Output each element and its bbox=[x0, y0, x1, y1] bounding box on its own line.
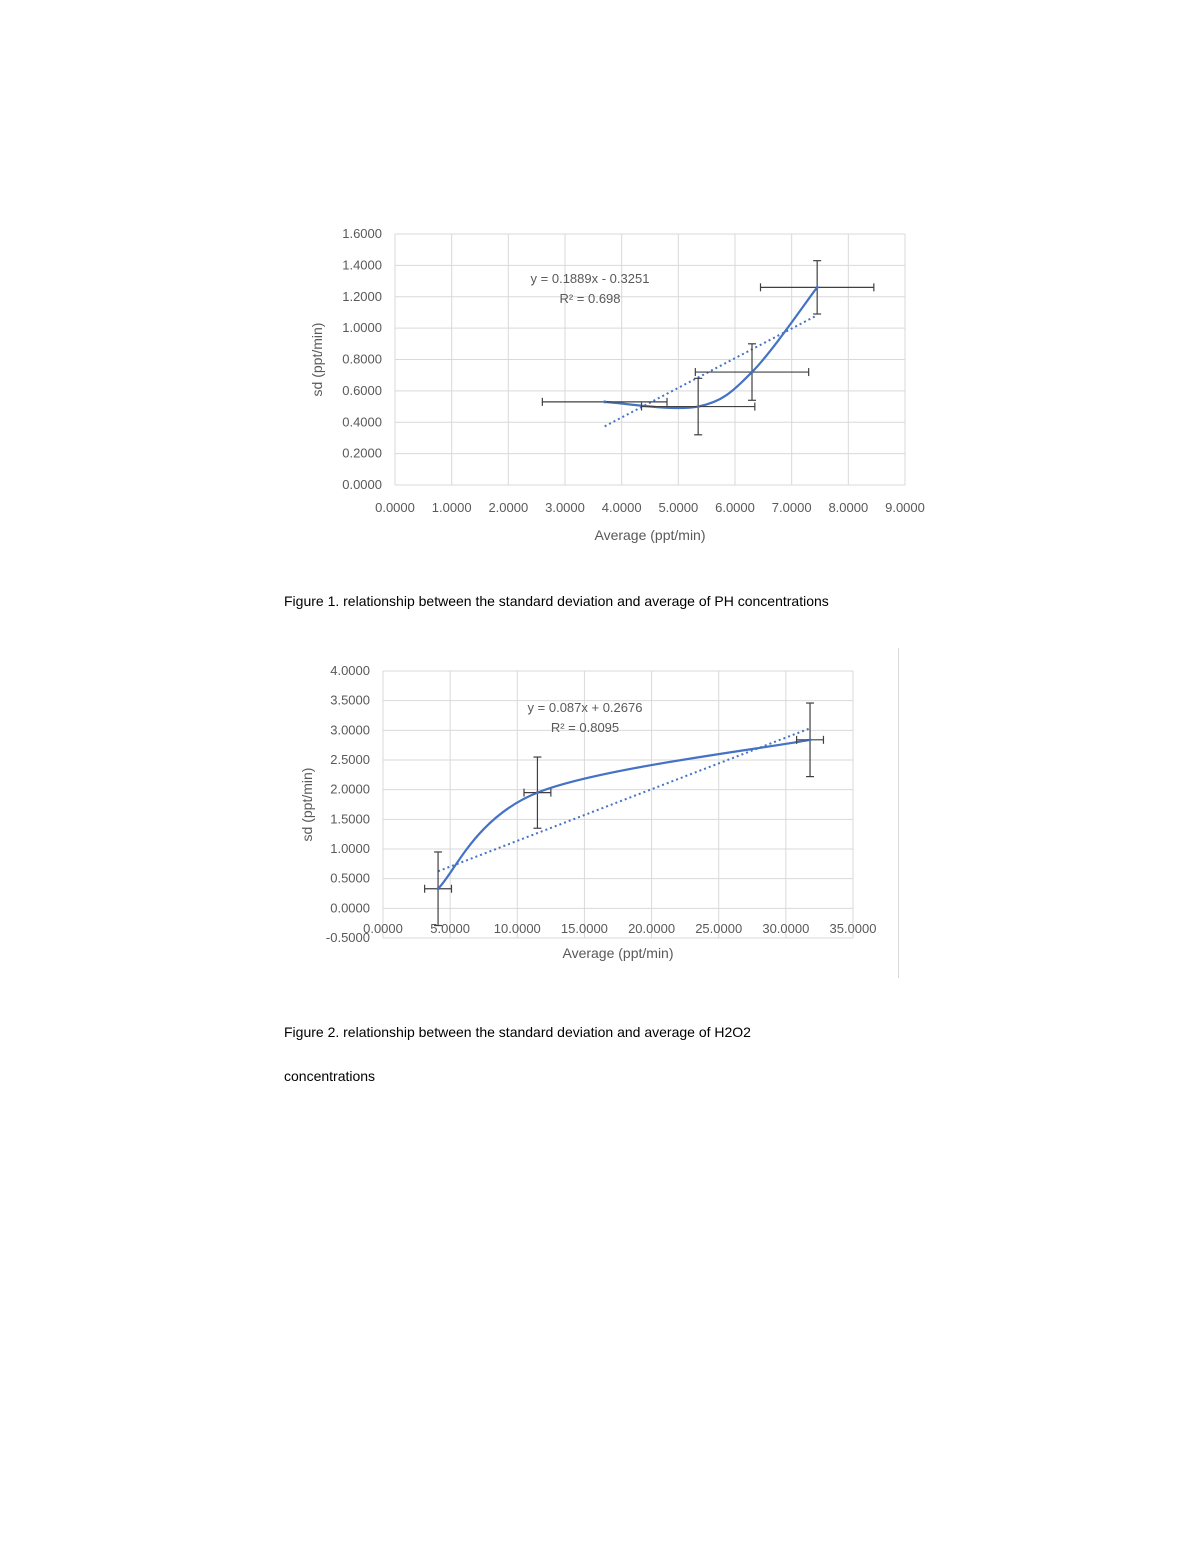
data-point bbox=[815, 285, 819, 289]
x-tick-label: 35.0000 bbox=[830, 921, 877, 936]
x-tick-label: 3.0000 bbox=[545, 500, 585, 515]
chart-ph-svg: 0.0000 0.2000 0.4000 0.6000 0.8000 1.0000 1.20… bbox=[309, 226, 925, 543]
y-tick-label: 3.0000 bbox=[330, 722, 370, 737]
y-tick-label: 0.5000 bbox=[330, 871, 370, 886]
y-tick-label: 2.0000 bbox=[330, 782, 370, 797]
trendline-equation: y = 0.087x + 0.2676 bbox=[528, 700, 643, 715]
x-tick-label: 15.0000 bbox=[561, 921, 608, 936]
x-tick-label: 0.0000 bbox=[375, 500, 415, 515]
y-tick-label: -0.5000 bbox=[326, 930, 370, 945]
data-point bbox=[750, 370, 754, 374]
y-tick-label: 1.5000 bbox=[330, 811, 370, 826]
trendline-equation: y = 0.1889x - 0.3251 bbox=[531, 271, 650, 286]
x-tick-label: 5.0000 bbox=[430, 921, 470, 936]
x-tick-label: 10.0000 bbox=[494, 921, 541, 936]
figure-2-caption-line-1: Figure 2. relationship between the stand… bbox=[284, 1024, 751, 1040]
x-tick-label: 8.0000 bbox=[828, 500, 868, 515]
y-tick-label: 0.0000 bbox=[330, 900, 370, 915]
x-tick-label: 25.0000 bbox=[695, 921, 742, 936]
series-line bbox=[437, 738, 811, 890]
chart-h2o2-svg: -0.50000.00000.50001.00001.50002.00002.5… bbox=[299, 663, 877, 961]
x-tick-label: 6.0000 bbox=[715, 500, 755, 515]
series-line bbox=[604, 286, 819, 410]
data-point bbox=[696, 405, 700, 409]
y-axis-title: sd (ppt/min) bbox=[299, 768, 315, 842]
y-tick-label: 0.8000 bbox=[342, 352, 382, 367]
y-tick-label: 2.5000 bbox=[330, 752, 370, 767]
y-tick-label: 0.6000 bbox=[342, 383, 382, 398]
x-tick-label: 9.0000 bbox=[885, 500, 925, 515]
y-tick-label: 1.2000 bbox=[342, 289, 382, 304]
y-tick-label: 3.5000 bbox=[330, 693, 370, 708]
data-point bbox=[603, 400, 607, 404]
y-tick-label: 1.0000 bbox=[342, 320, 382, 335]
data-point bbox=[436, 887, 440, 891]
data-point bbox=[808, 738, 812, 742]
x-tick-label: 2.0000 bbox=[488, 500, 528, 515]
y-tick-label: 0.2000 bbox=[342, 446, 382, 461]
chart-ph: 0.0000 0.2000 0.4000 0.6000 0.8000 1.0000 1.20… bbox=[300, 215, 940, 555]
y-tick-label: 1.4000 bbox=[342, 257, 382, 272]
y-axis-title: sd (ppt/min) bbox=[309, 323, 325, 397]
y-tick-label: 0.4000 bbox=[342, 414, 382, 429]
x-axis-title: Average (ppt/min) bbox=[594, 527, 705, 543]
x-axis-title: Average (ppt/min) bbox=[562, 945, 673, 961]
linear-trendline bbox=[437, 727, 811, 873]
linear-trendline bbox=[604, 314, 818, 428]
figure-2-caption-line-2: concentrations bbox=[284, 1068, 376, 1084]
x-tick-label: 1.0000 bbox=[432, 500, 472, 515]
data-point bbox=[535, 791, 539, 795]
y-tick-label: 1.0000 bbox=[330, 841, 370, 856]
x-tick-label: 0.0000 bbox=[363, 921, 403, 936]
x-tick-label: 5.0000 bbox=[658, 500, 698, 515]
figure-1-caption: Figure 1. relationship between the stand… bbox=[284, 593, 829, 609]
chart-h2o2: -0.5000 0.0000 0.5000 1.0000 1.5000 2.0000 2.5… bbox=[295, 648, 905, 978]
chart-frame-edge bbox=[898, 648, 899, 978]
y-tick-label: 4.0000 bbox=[330, 663, 370, 678]
x-tick-label: 4.0000 bbox=[602, 500, 642, 515]
trendline-r-squared: R² = 0.698 bbox=[559, 291, 620, 306]
y-tick-label: 1.6000 bbox=[342, 226, 382, 241]
y-tick-label: 0.0000 bbox=[342, 477, 382, 492]
trendline-r-squared: R² = 0.8095 bbox=[551, 720, 619, 735]
x-tick-label: 7.0000 bbox=[772, 500, 812, 515]
x-tick-label: 30.0000 bbox=[762, 921, 809, 936]
x-tick-label: 20.0000 bbox=[628, 921, 675, 936]
